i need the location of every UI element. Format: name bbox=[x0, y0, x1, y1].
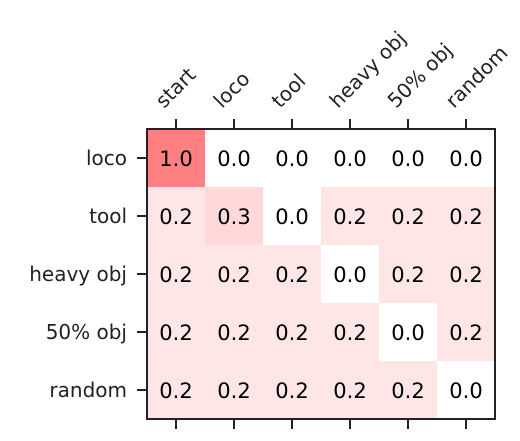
heatmap-cell bbox=[437, 361, 495, 419]
cell-value-label: 0.2 bbox=[449, 263, 482, 287]
heatmap-cell bbox=[147, 187, 205, 245]
cell-value-label: 0.2 bbox=[333, 379, 366, 403]
cell-value-label: 0.2 bbox=[333, 205, 366, 229]
heatmap-cell bbox=[147, 361, 205, 419]
cell-value-label: 0.2 bbox=[391, 205, 424, 229]
heatmap-cell bbox=[321, 361, 379, 419]
y-tick-label: 50% obj bbox=[46, 320, 127, 344]
cell-value-label: 0.2 bbox=[275, 321, 308, 345]
cell-value-label: 0.2 bbox=[217, 379, 250, 403]
x-tick-label: start bbox=[151, 63, 201, 113]
cell-value-label: 0.0 bbox=[333, 263, 366, 287]
heatmap-cell bbox=[205, 361, 263, 419]
cell-value-label: 0.2 bbox=[159, 379, 192, 403]
heatmap-cell bbox=[263, 245, 321, 303]
cell-value-label: 0.2 bbox=[449, 321, 482, 345]
heatmap-cell bbox=[437, 129, 495, 187]
heatmap-cell bbox=[437, 303, 495, 361]
heatmap-cell bbox=[321, 187, 379, 245]
cell-value-label: 0.2 bbox=[391, 379, 424, 403]
cell-value-label: 0.2 bbox=[391, 263, 424, 287]
cell-value-label: 0.0 bbox=[217, 147, 250, 171]
cell-value-label: 0.2 bbox=[217, 321, 250, 345]
y-axis-tick-labels: loco tool heavy obj 50% obj random bbox=[29, 146, 127, 402]
cell-value-label: 0.2 bbox=[159, 205, 192, 229]
heatmap-cell bbox=[263, 361, 321, 419]
heatmap-cell bbox=[379, 129, 437, 187]
heatmap-cell bbox=[379, 361, 437, 419]
y-tick-label: tool bbox=[89, 204, 127, 228]
y-tick-label: heavy obj bbox=[29, 262, 127, 286]
heatmap-cell bbox=[147, 245, 205, 303]
heatmap-cell bbox=[205, 187, 263, 245]
cell-value-label: 0.0 bbox=[275, 205, 308, 229]
cell-value-label: 0.0 bbox=[333, 147, 366, 171]
cell-value-label: 0.2 bbox=[449, 205, 482, 229]
cell-value-label: 0.2 bbox=[333, 321, 366, 345]
heatmap-cell bbox=[321, 129, 379, 187]
plot-frame bbox=[146, 128, 496, 420]
heatmap-cells bbox=[147, 129, 495, 419]
cell-value-label: 0.2 bbox=[159, 321, 192, 345]
cell-value-label: 0.0 bbox=[391, 147, 424, 171]
heatmap-cell bbox=[147, 303, 205, 361]
x-tick-label: tool bbox=[267, 69, 311, 113]
heatmap-cell bbox=[321, 245, 379, 303]
heatmap-cell bbox=[263, 187, 321, 245]
heatmap-cell bbox=[437, 245, 495, 303]
heatmap-cell bbox=[321, 303, 379, 361]
heatmap-cell bbox=[205, 129, 263, 187]
heatmap-cell bbox=[147, 129, 205, 187]
cell-value-label: 0.0 bbox=[449, 379, 482, 403]
cell-value-label: 1.0 bbox=[159, 147, 192, 171]
heatmap-cell bbox=[205, 303, 263, 361]
cell-value-label: 0.2 bbox=[275, 263, 308, 287]
cell-value-label: 0.3 bbox=[217, 205, 250, 229]
heatmap-cell-labels: 1.0 0.0 0.0 0.0 0.0 0.0 0.2 0.3 0.0 0.2 0.2 0.2 0.2 0… bbox=[159, 147, 482, 403]
y-tick-label: random bbox=[49, 378, 127, 402]
x-tick-label: loco bbox=[209, 67, 255, 113]
cell-value-label: 0.0 bbox=[449, 147, 482, 171]
cell-value-label: 0.0 bbox=[275, 147, 308, 171]
cell-value-label: 0.0 bbox=[391, 321, 424, 345]
cell-value-label: 0.2 bbox=[159, 263, 192, 287]
heatmap-cell bbox=[379, 187, 437, 245]
heatmap-cell bbox=[205, 245, 263, 303]
y-tick-label: loco bbox=[86, 146, 127, 170]
axis-ticks bbox=[137, 119, 467, 429]
heatmap-cell bbox=[437, 187, 495, 245]
cell-value-label: 0.2 bbox=[275, 379, 308, 403]
heatmap-cell bbox=[379, 245, 437, 303]
heatmap-cell bbox=[263, 303, 321, 361]
heatmap-cell bbox=[379, 303, 437, 361]
cell-value-label: 0.2 bbox=[217, 263, 250, 287]
heatmap-cell bbox=[263, 129, 321, 187]
